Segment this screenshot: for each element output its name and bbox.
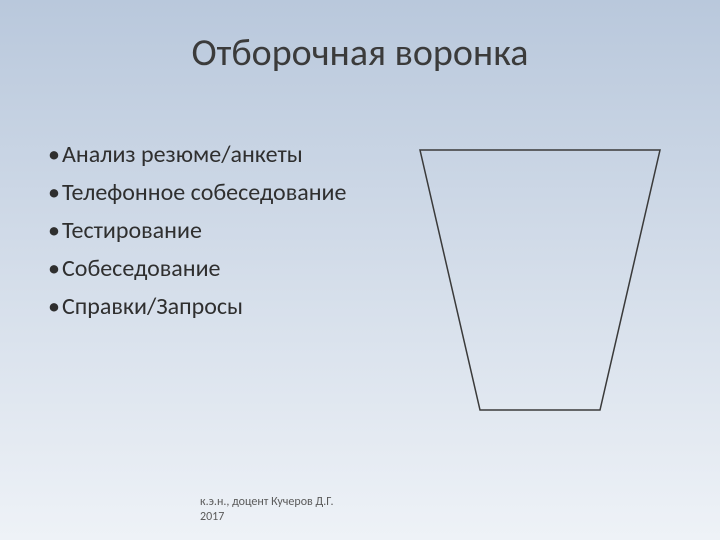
bullet-list: Анализ резюме/анкеты Телефонное собеседо… [48, 140, 368, 330]
slide-footer: к.э.н., доцент Кучеров Д.Г. 2017 [200, 495, 334, 524]
list-item: Справки/Запросы [48, 292, 368, 322]
footer-author: к.э.н., доцент Кучеров Д.Г. [200, 495, 334, 509]
footer-year: 2017 [200, 510, 334, 524]
list-item: Телефонное собеседование [48, 178, 368, 208]
list-item: Тестирование [48, 216, 368, 246]
list-item: Анализ резюме/анкеты [48, 140, 368, 170]
slide-title: Отборочная воронка [0, 30, 720, 76]
funnel-polygon [420, 150, 660, 410]
funnel-shape [400, 140, 680, 420]
funnel-icon [400, 140, 680, 420]
list-item: Собеседование [48, 254, 368, 284]
slide: Отборочная воронка Анализ резюме/анкеты … [0, 0, 720, 540]
